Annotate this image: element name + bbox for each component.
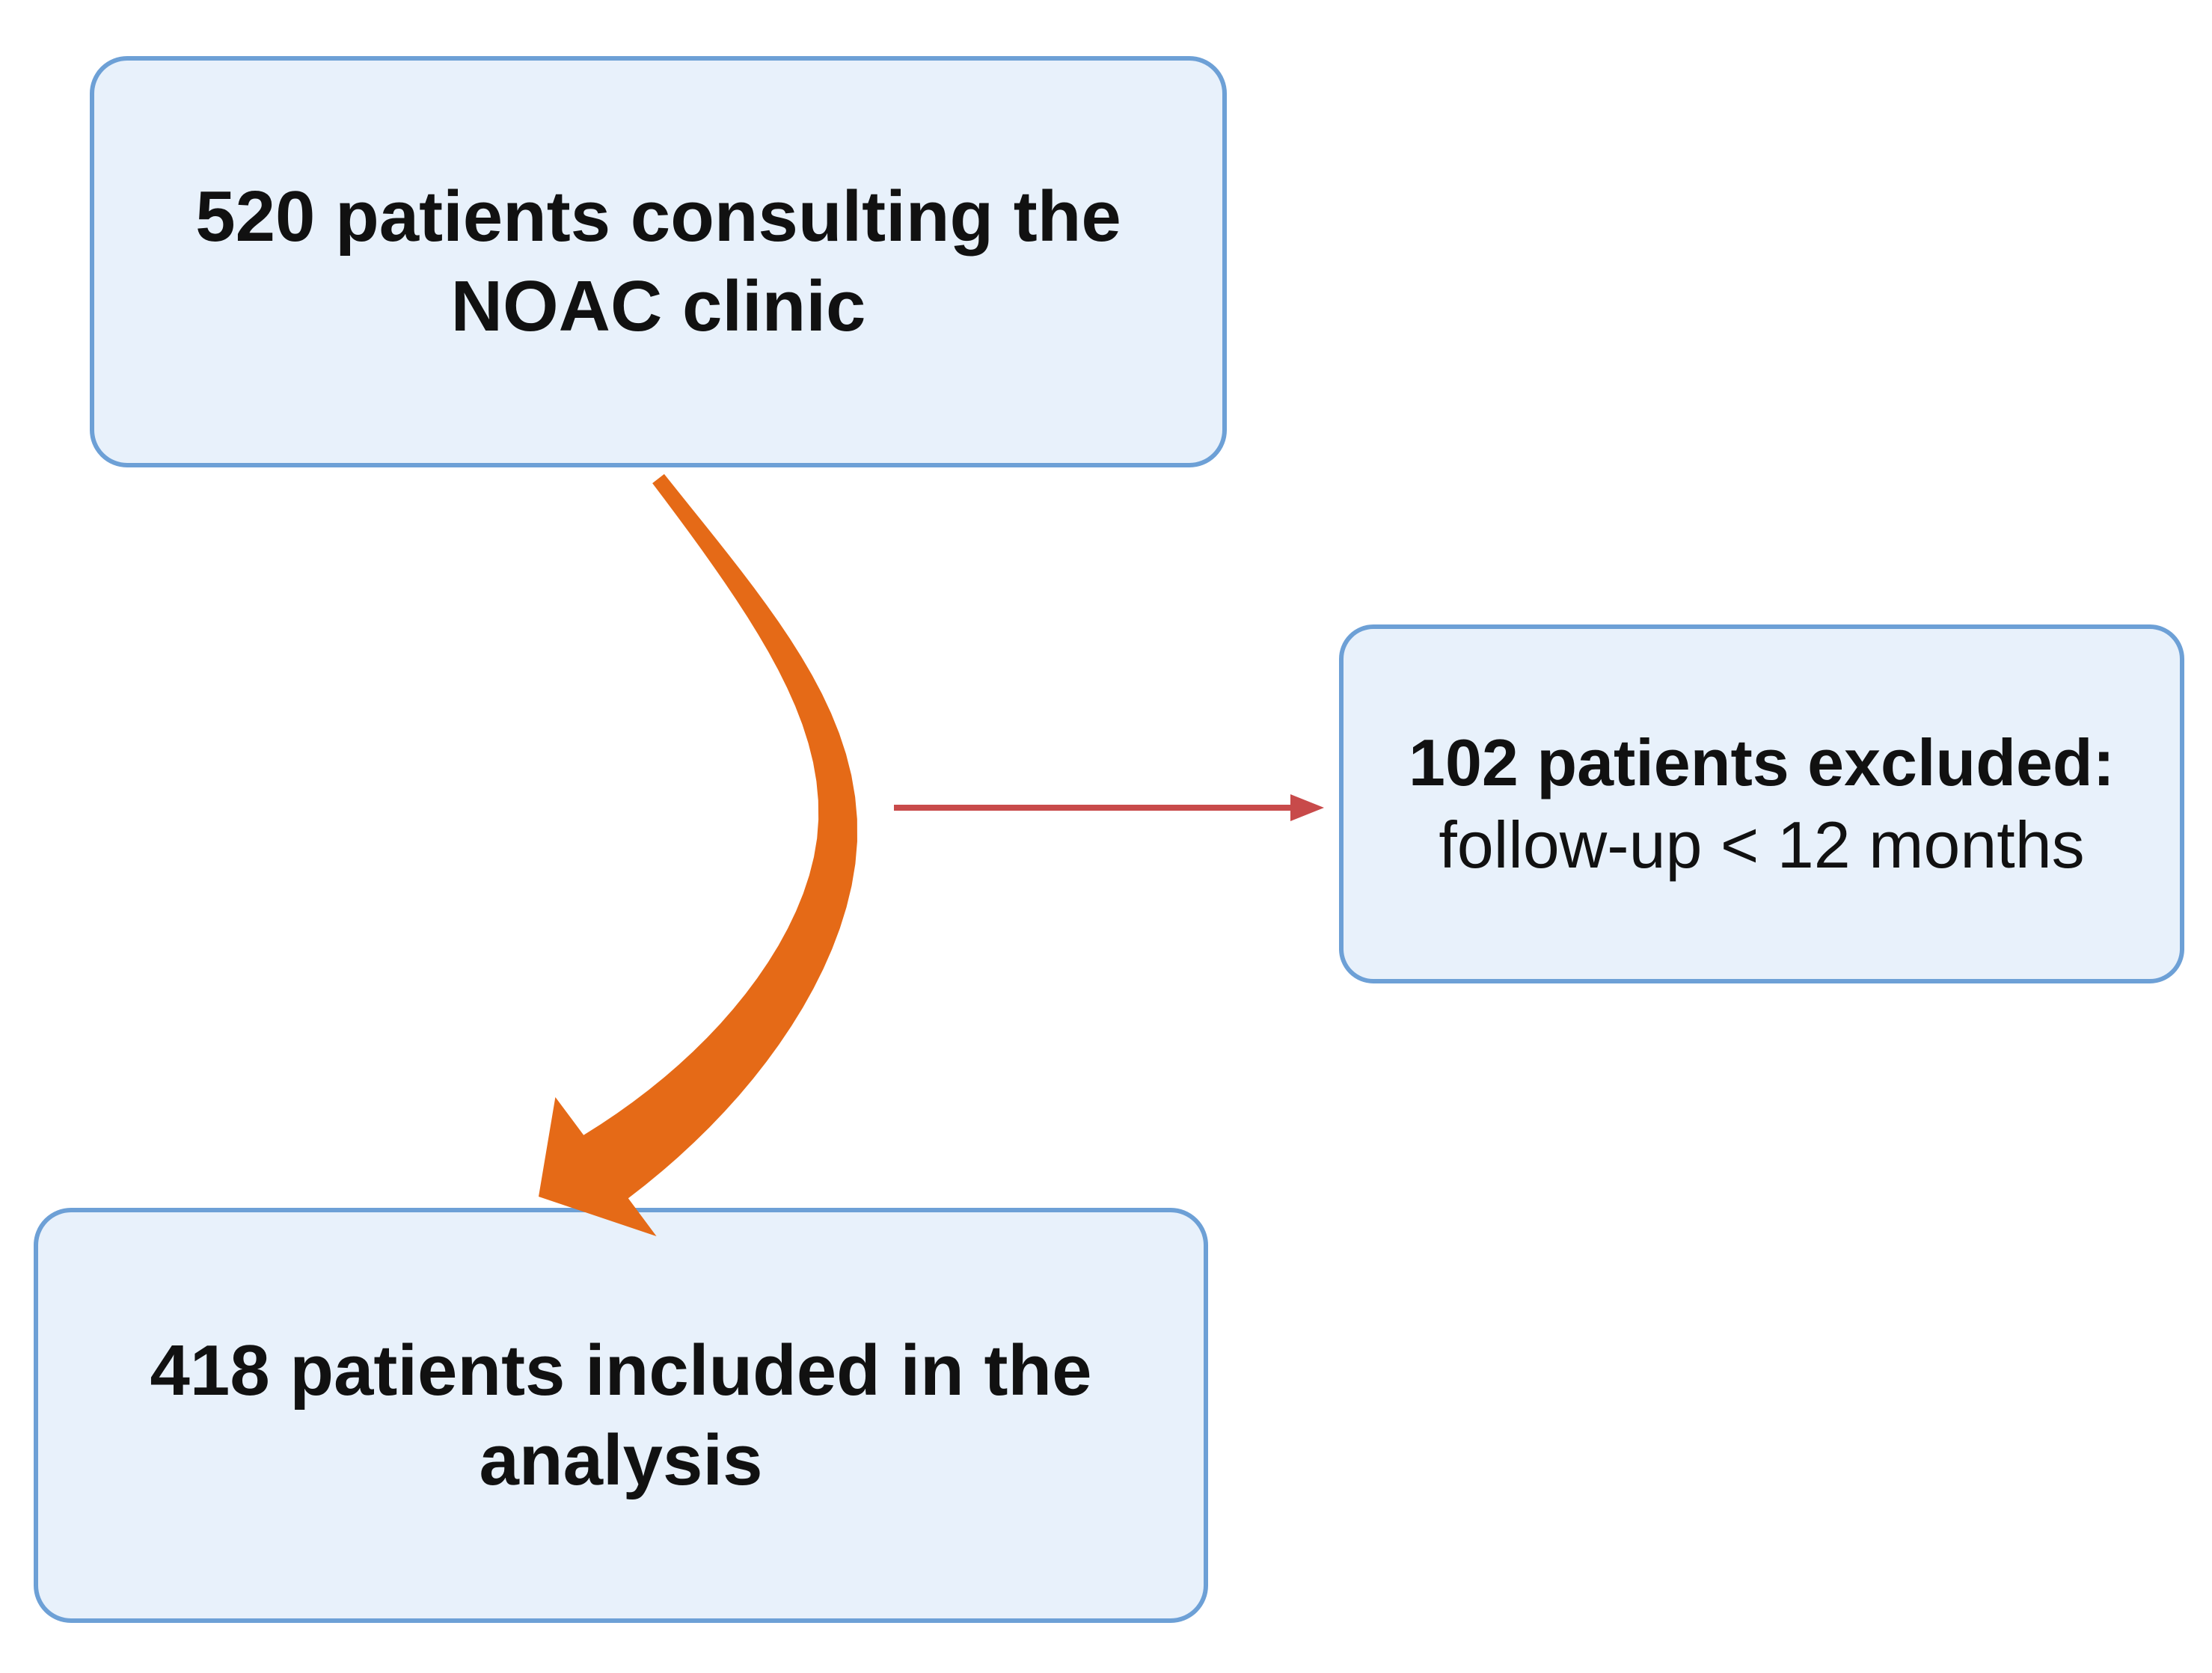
exclusion-arrow	[0, 0, 2212, 1673]
exclusion-arrow-head	[1290, 794, 1324, 821]
